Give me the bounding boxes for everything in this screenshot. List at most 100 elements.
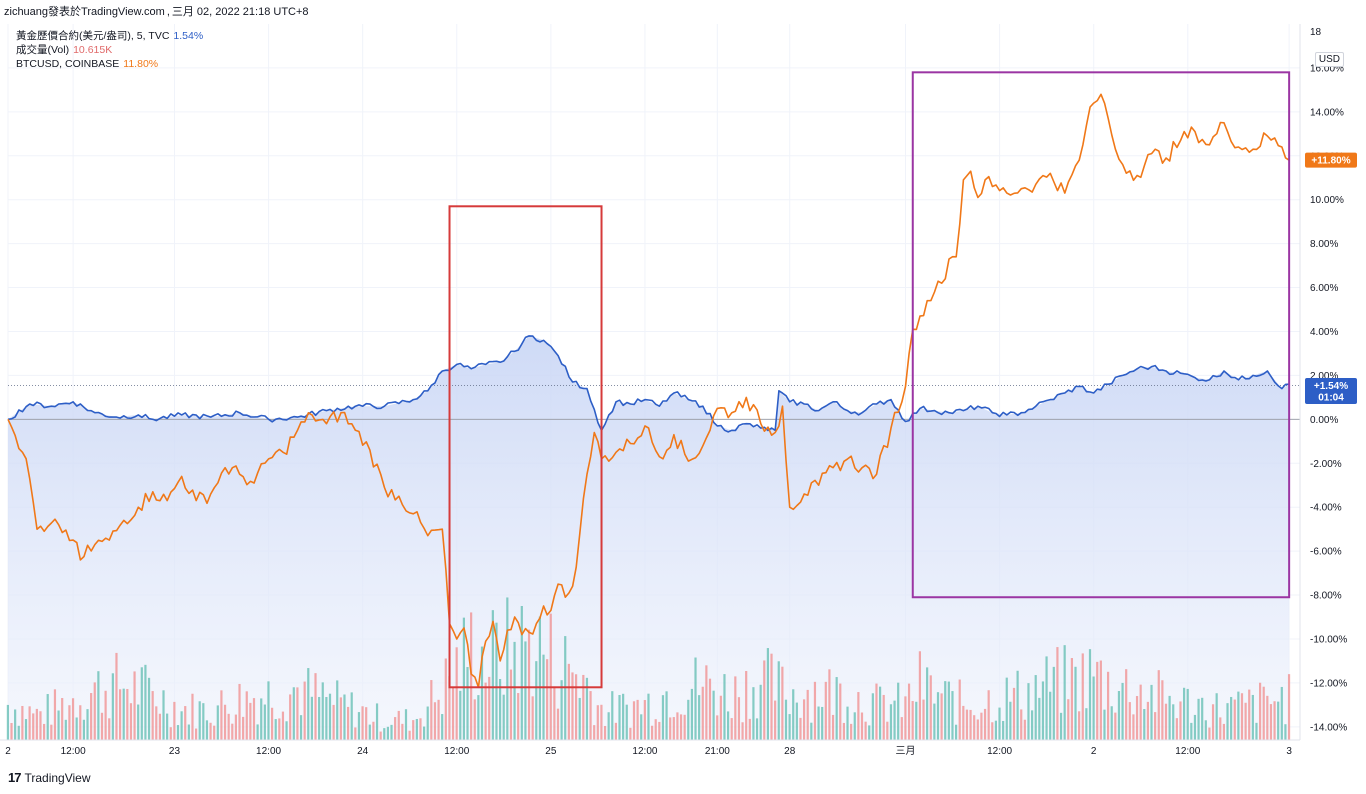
volume-bar [111, 673, 114, 740]
y-tick-label: -4.00% [1310, 503, 1342, 514]
volume-bar [137, 704, 140, 740]
volume-bar [520, 605, 523, 740]
volume-bar [878, 686, 882, 740]
volume-bar [1266, 695, 1269, 740]
annotation-box-purple[interactable] [911, 71, 1291, 599]
volume-bar [17, 725, 20, 740]
btc-series-line[interactable] [7, 93, 1290, 689]
volume-bar [556, 708, 560, 740]
volume-bar [422, 726, 426, 740]
volume-bar [998, 707, 1001, 740]
annotation-box-red[interactable] [448, 205, 603, 689]
volume-bar [28, 706, 31, 740]
volume-bar [799, 717, 802, 740]
volume-bar [596, 705, 599, 740]
volume-bar [658, 721, 661, 740]
footer-brand[interactable]: TradingView [24, 771, 91, 785]
volume-bar [375, 703, 379, 740]
volume-bar [1197, 698, 1200, 740]
currency-button[interactable]: USD [1314, 52, 1344, 67]
volume-bar [1157, 670, 1160, 740]
volume-bar [701, 686, 704, 740]
tradingview-logo-icon[interactable]: 17 [8, 770, 22, 785]
volume-bar [46, 694, 49, 740]
legend-gold[interactable]: 黃金歷價合約(美元/盎司), 5, TVC 1.54% [16, 29, 203, 43]
volume-bar [1088, 649, 1092, 740]
author-name[interactable]: zichuang [4, 6, 49, 18]
volume-bar [343, 694, 346, 740]
volume-bar [437, 699, 440, 740]
y-tick-label-partial: 18 [1310, 27, 1322, 38]
volume-bar [220, 690, 223, 740]
volume-bar [904, 696, 907, 740]
legend-btc[interactable]: BTCUSD, COINBASE 11.80% [16, 57, 158, 71]
volume-bar [973, 715, 976, 740]
volume-bar [274, 719, 277, 740]
volume-bar [1146, 701, 1149, 740]
volume-bar [929, 675, 932, 740]
volume-bar [122, 688, 125, 740]
volume-bar [115, 652, 118, 740]
volume-bar [260, 698, 263, 740]
volume-bar [79, 705, 82, 740]
volume-bar [900, 717, 903, 740]
gold-price-marker[interactable]: +1.54%01:04 [1305, 378, 1357, 405]
price-marker-sublabel: 01:04 [1318, 393, 1344, 404]
volume-bar [42, 723, 46, 740]
gold-series-line[interactable] [7, 335, 1290, 433]
x-tick-label: 28 [784, 746, 796, 757]
volume-bar [93, 682, 96, 740]
volume-bar [1121, 682, 1124, 740]
volume-bar [1020, 709, 1023, 740]
volume-bar [451, 687, 455, 740]
volume-bar [654, 719, 657, 740]
btc-price-marker[interactable]: +11.80% [1305, 152, 1357, 168]
volume-bar [238, 683, 241, 740]
volume-bar [676, 712, 679, 740]
volume-bar [817, 706, 820, 740]
legend-volume[interactable]: 成交量(Vol) 10.615K [16, 43, 112, 57]
volume-bar [281, 711, 285, 740]
volume-bar [90, 693, 93, 740]
volume-bar [951, 691, 954, 740]
volume-bar [589, 691, 592, 740]
volume-bar [1244, 702, 1247, 740]
volume-bar [578, 697, 581, 740]
volume-bar [1258, 682, 1262, 740]
volume-bar [1240, 693, 1244, 740]
volume-bar [965, 709, 969, 740]
volume-bar [683, 714, 686, 740]
volume-bar [1056, 647, 1059, 740]
volume-bar [600, 704, 603, 740]
volume-bar [166, 713, 169, 740]
volume-bar [969, 709, 972, 740]
volume-bar [1052, 666, 1055, 740]
volume-bar [549, 613, 552, 740]
volume-bar [82, 719, 85, 740]
volume-bar [491, 610, 494, 740]
volume-bar [864, 721, 867, 740]
footer: 17 TradingView [8, 768, 91, 788]
chart-svg[interactable]: 16.00%14.00%12.00%10.00%8.00%6.00%4.00%2… [0, 24, 1366, 764]
volume-bar [850, 723, 853, 740]
y-tick-label: -10.00% [1310, 634, 1347, 645]
volume-bar [1067, 699, 1070, 740]
volume-bar [1092, 676, 1095, 740]
volume-bar [1049, 691, 1052, 740]
y-tick-label: -12.00% [1310, 678, 1347, 689]
volume-bar [1287, 674, 1291, 740]
volume-bar [712, 690, 715, 740]
volume-bar [1135, 696, 1139, 740]
volume-bar [488, 676, 491, 740]
volume-bar [470, 612, 473, 740]
volume-bar [672, 717, 675, 740]
volume-bar [1255, 722, 1258, 740]
y-tick-label: 16.00% [1310, 63, 1344, 74]
volume-bar [1150, 684, 1153, 740]
volume-bar [473, 699, 476, 740]
volume-bar [480, 646, 484, 740]
volume-bar [1233, 699, 1236, 740]
volume-bar [741, 722, 744, 740]
volume-bar [1128, 702, 1131, 740]
chart-area[interactable]: 16.00%14.00%12.00%10.00%8.00%6.00%4.00%2… [0, 24, 1366, 764]
